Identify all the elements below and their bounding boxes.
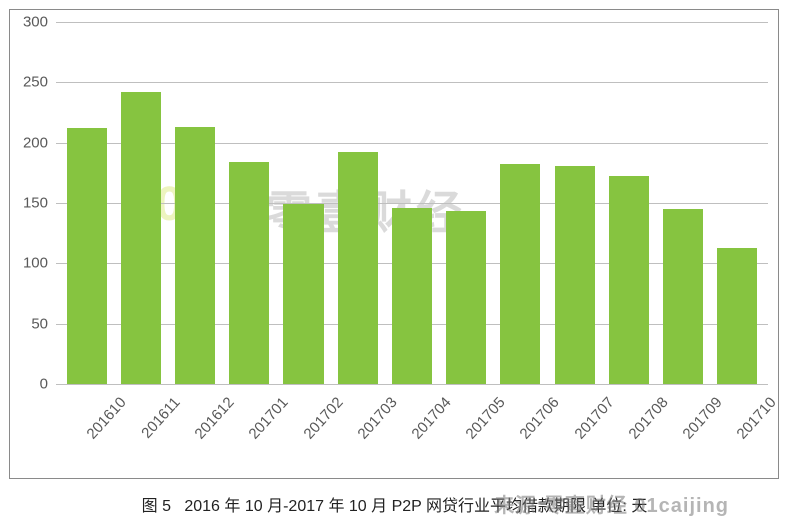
gridline	[56, 384, 768, 385]
bar-slot: 201709	[656, 22, 710, 384]
bar	[500, 164, 540, 384]
bar-slot: 201707	[548, 22, 602, 384]
bar-slot: 201710	[710, 22, 764, 384]
bar-slot: 201704	[385, 22, 439, 384]
figure-caption: 图 5 2016 年 10 月-2017 年 10 月 P2P 网贷行业平均借款…	[0, 492, 789, 516]
caption-text: 2016 年 10 月-2017 年 10 月 P2P 网贷行业平均借款期限 单…	[184, 498, 647, 515]
bar	[717, 248, 757, 384]
bar	[392, 208, 432, 384]
bar	[121, 92, 161, 384]
bar-slot: 201703	[331, 22, 385, 384]
y-axis-tick: 250	[23, 74, 48, 91]
bars-container: 2016102016112016122017012017022017032017…	[56, 22, 768, 384]
bar-slot: 201708	[602, 22, 656, 384]
bar	[229, 162, 269, 384]
bar-slot: 201702	[276, 22, 330, 384]
bar-slot: 201612	[168, 22, 222, 384]
bar-slot: 201611	[114, 22, 168, 384]
bar	[555, 166, 595, 384]
bar-slot: 201610	[60, 22, 114, 384]
bar	[663, 209, 703, 384]
y-axis-tick: 200	[23, 134, 48, 151]
bar	[446, 211, 486, 384]
bar	[283, 204, 323, 384]
bar-slot: 201705	[439, 22, 493, 384]
y-axis-tick: 100	[23, 255, 48, 272]
bar	[67, 128, 107, 384]
plot-area: 0( 零壹财经 05010015020025030020161020161120…	[56, 22, 768, 384]
bar	[175, 127, 215, 384]
y-axis-tick: 300	[23, 14, 48, 31]
y-axis-tick: 150	[23, 195, 48, 212]
bar-slot: 201701	[222, 22, 276, 384]
caption-prefix: 图 5	[142, 498, 171, 515]
y-axis-tick: 0	[40, 376, 48, 393]
bar	[609, 176, 649, 384]
y-axis-tick: 50	[31, 315, 48, 332]
bar	[338, 152, 378, 384]
bar-slot: 201706	[493, 22, 547, 384]
